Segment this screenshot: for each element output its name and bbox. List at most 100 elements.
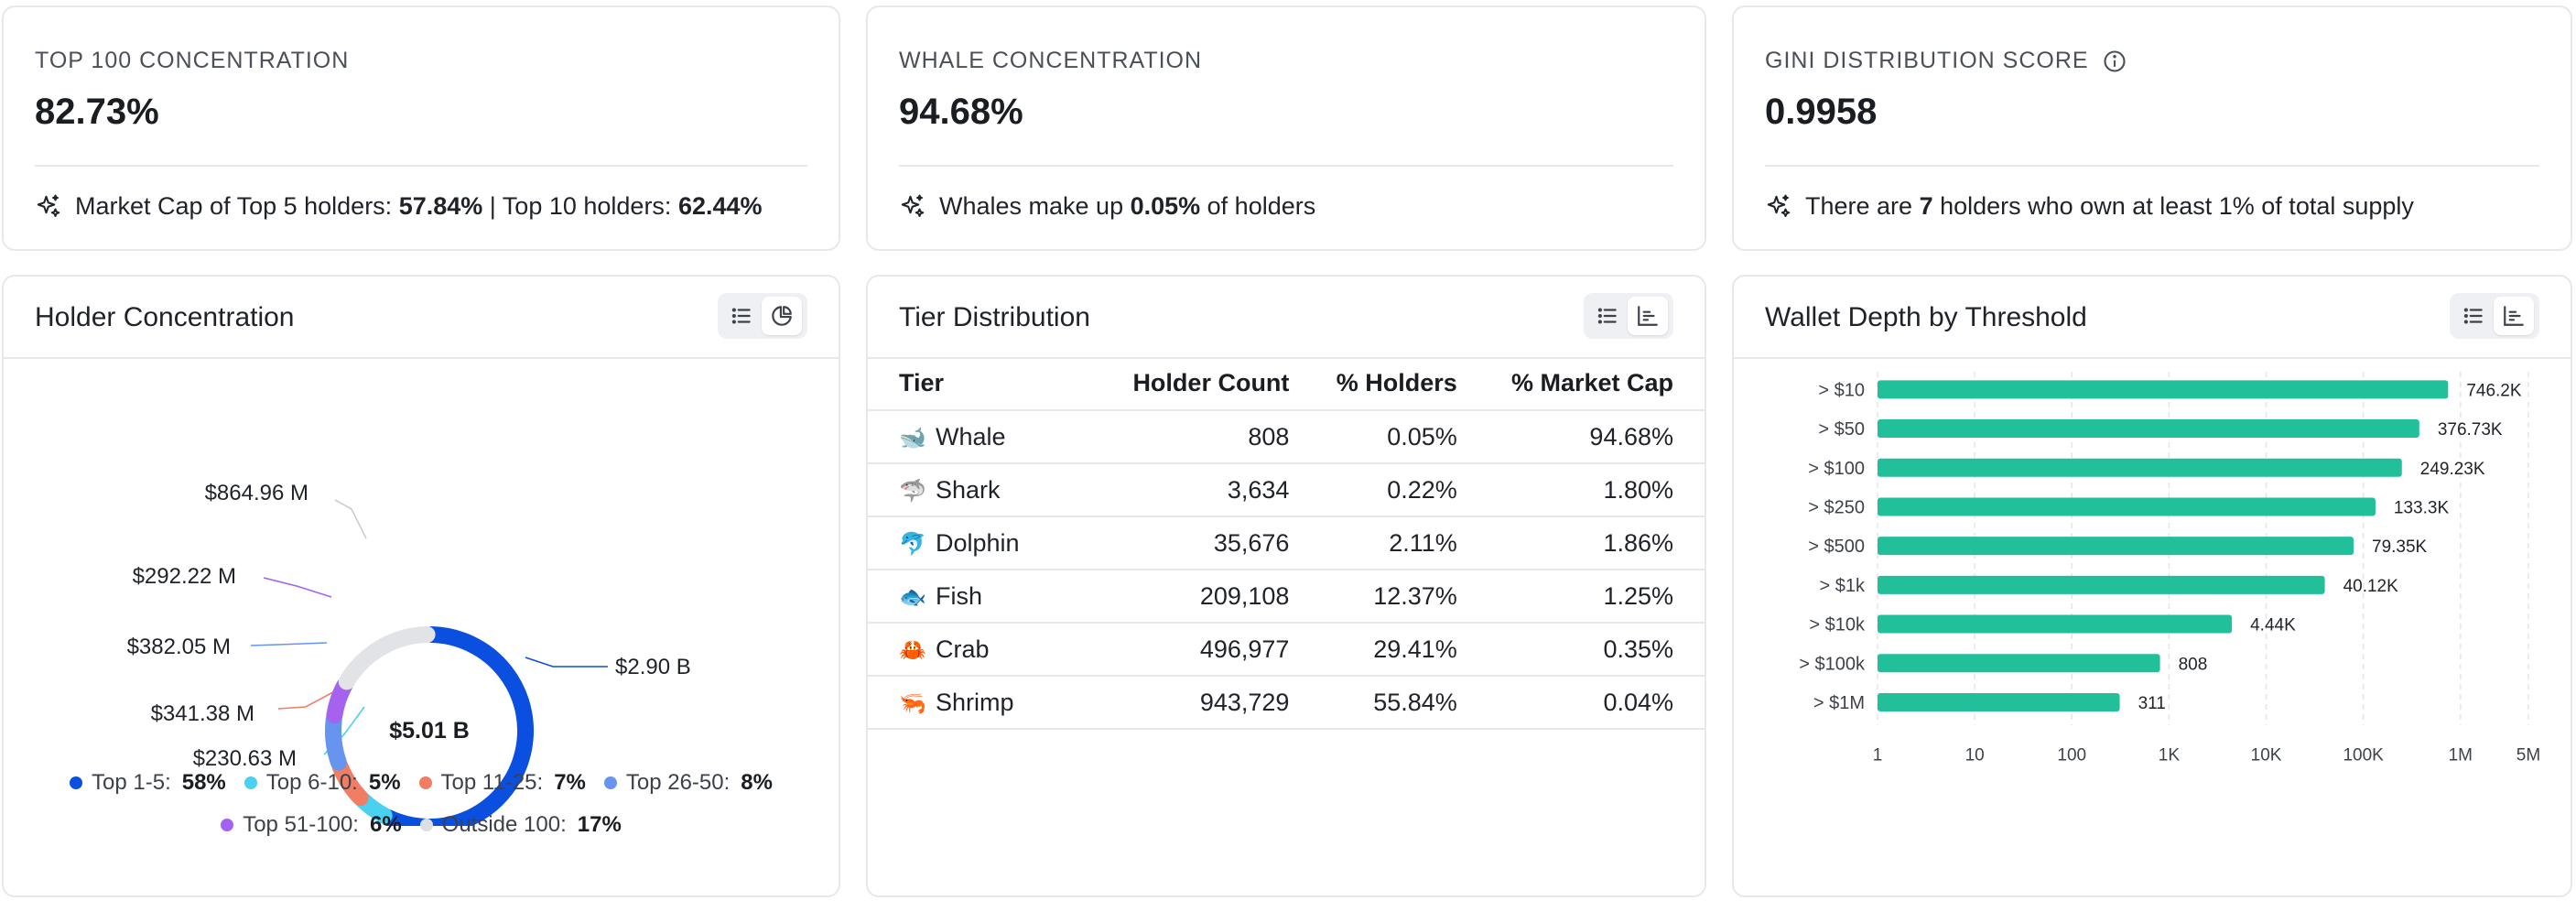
stat-footnote-segment: Whales make up <box>939 192 1131 220</box>
legend-item[interactable]: Outside 100: 17% <box>419 804 622 846</box>
legend-percent: 5% <box>368 770 401 795</box>
legend-swatch <box>221 819 234 831</box>
donut-segment[interactable] <box>325 711 347 771</box>
tier-table-body: 🐋 Whale 808 0.05% 94.68% 🦈 Shark 3,634 0.22% 1.80… <box>868 410 1705 730</box>
bar-value-label: 311 <box>2138 694 2166 713</box>
stat-footnote-segment: | Top 10 holders: <box>482 192 678 220</box>
legend-swatch <box>603 776 617 789</box>
segment-value-label: $341.38 M <box>151 701 254 726</box>
column-header[interactable]: Holder Count <box>1074 357 1308 411</box>
list-icon <box>1597 308 1617 324</box>
bar-chart-view-button[interactable] <box>1628 297 1668 335</box>
view-toggle <box>1584 293 1673 339</box>
sparkle-icon <box>1767 194 1791 217</box>
pie-chart-icon <box>772 306 792 326</box>
column-header[interactable]: % Market Cap <box>1475 357 1705 411</box>
holders-percent-cell: 0.22% <box>1307 463 1476 517</box>
bar-value-label: 376.73K <box>2438 420 2503 440</box>
tier-name: Shark <box>936 475 1001 504</box>
donut-segment[interactable] <box>338 626 436 690</box>
bar[interactable] <box>1878 537 2354 556</box>
x-tick-label: 1M <box>2449 745 2473 765</box>
stat-footnote-text: There are 7 holders who own at least 1% … <box>1805 192 2414 221</box>
leader-line <box>334 499 367 539</box>
list-icon <box>2463 308 2483 324</box>
leader-line <box>277 687 342 710</box>
bar[interactable] <box>1878 419 2419 439</box>
info-icon[interactable] <box>2102 49 2127 74</box>
x-tick-label: 10K <box>2251 745 2282 765</box>
table-row[interactable]: 🦐 Shrimp 943,729 55.84% 0.04% <box>868 676 1705 730</box>
bar[interactable] <box>1878 614 2233 634</box>
legend-item[interactable]: Top 6-10: 5% <box>244 762 401 804</box>
bar[interactable] <box>1878 497 2376 516</box>
holders-percent-cell: 2.11% <box>1307 516 1476 570</box>
leader-line <box>250 642 328 646</box>
bar-value-label: 4.44K <box>2250 616 2296 635</box>
stat-value: 0.9958 <box>1765 92 1878 132</box>
table-header-row: Tier Holder Count % Holders % Market Cap <box>868 357 1705 411</box>
stat-footnote-segment: holders who own at least 1% of total sup… <box>1932 192 2414 220</box>
market-cap-percent-cell: 1.25% <box>1475 570 1705 624</box>
legend-percent: 58% <box>181 770 226 795</box>
stat-footnote: Whales make up 0.05% of holders <box>899 192 1315 221</box>
pie-view-button[interactable] <box>762 297 802 335</box>
bar-value-label: 79.35K <box>2372 537 2428 557</box>
x-tick-label: 1 <box>1873 745 1883 765</box>
bar-value-label: 746.2K <box>2466 381 2522 400</box>
whale-icon: 🐋 <box>899 425 926 450</box>
bar[interactable] <box>1878 575 2325 594</box>
x-tick-label: 100K <box>2343 745 2384 765</box>
stat-card-whale: WHALE CONCENTRATION 94.68% Whales make u… <box>866 5 1706 251</box>
holder-donut-chart: $2.90 B $230.63 M $341.38 M $382.05 M $292.2… <box>127 481 691 826</box>
list-view-button[interactable] <box>2453 297 2494 335</box>
crab-icon: 🦀 <box>899 637 926 663</box>
legend-item[interactable]: Top 26-50: 8% <box>603 762 773 804</box>
stat-footnote-segment: There are <box>1805 192 1920 220</box>
legend-percent: 17% <box>577 812 622 837</box>
legend-item[interactable]: Top 1-5: 58% <box>70 762 226 804</box>
panel-title: Wallet Depth by Threshold <box>1765 302 2087 332</box>
bar[interactable] <box>1878 654 2160 673</box>
table-row[interactable]: 🐬 Dolphin 35,676 2.11% 1.86% <box>868 516 1705 570</box>
list-view-button[interactable] <box>1587 297 1628 335</box>
bar[interactable] <box>1878 692 2120 711</box>
bar[interactable] <box>1878 380 2449 399</box>
y-category-label: > $500 <box>1808 537 1865 557</box>
x-tick-label: 10 <box>1965 745 1985 765</box>
column-header[interactable]: % Holders <box>1307 357 1476 411</box>
donut-segment[interactable] <box>326 677 353 723</box>
legend-item[interactable]: Top 11-25: 7% <box>418 762 586 804</box>
wallet-depth-panel: Wallet Depth by Threshold 1 10 100 1K 10K 100… <box>1732 275 2572 897</box>
bar[interactable] <box>1878 458 2402 477</box>
table-row[interactable]: 🐟 Fish 209,108 12.37% 1.25% <box>868 570 1705 624</box>
tier-cell: 🐋 Whale <box>868 410 1075 464</box>
column-header[interactable]: Tier <box>868 357 1075 411</box>
dolphin-icon: 🐬 <box>899 531 926 557</box>
table-row[interactable]: 🐋 Whale 808 0.05% 94.68% <box>868 410 1705 464</box>
panel-title: Holder Concentration <box>35 302 295 332</box>
stat-label: WHALE CONCENTRATION <box>899 48 1203 73</box>
holder-count-cell: 808 <box>1074 410 1308 464</box>
bar-chart-icon <box>1638 306 1658 326</box>
table-row[interactable]: 🦈 Shark 3,634 0.22% 1.80% <box>868 463 1705 517</box>
tier-name: Dolphin <box>936 528 1020 557</box>
y-category-label: > $50 <box>1818 419 1865 440</box>
sparkle-icon <box>901 194 925 217</box>
divider <box>1765 165 2539 167</box>
bar-chart-view-button[interactable] <box>2494 297 2534 335</box>
list-view-button[interactable] <box>721 297 762 335</box>
segment-value-label: $864.96 M <box>205 481 308 505</box>
donut-segment[interactable] <box>379 626 535 826</box>
holders-percent-cell: 12.37% <box>1307 570 1476 624</box>
view-toggle <box>2450 293 2539 339</box>
tier-name: Crab <box>936 635 990 663</box>
legend-swatch <box>418 776 432 789</box>
donut-center-label: $5.01 B <box>389 718 470 744</box>
market-cap-percent-cell: 0.04% <box>1475 676 1705 730</box>
stat-footnote-segment: of holders <box>1200 192 1316 220</box>
legend-item[interactable]: Top 51-100: 6% <box>221 804 402 846</box>
wallet-depth-bar-chart: 1 10 100 1K 10K 100K 1M 5M > $10 746.2K > $50 376.7… <box>1799 372 2540 765</box>
stat-value: 94.68% <box>899 92 1023 132</box>
table-row[interactable]: 🦀 Crab 496,977 29.41% 0.35% <box>868 623 1705 677</box>
